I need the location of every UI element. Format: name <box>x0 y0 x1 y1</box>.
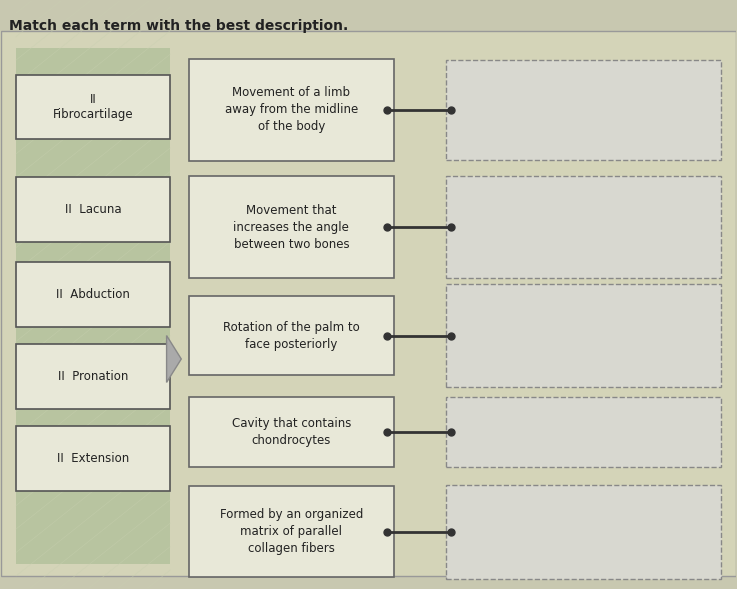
FancyBboxPatch shape <box>446 485 721 579</box>
FancyBboxPatch shape <box>189 176 394 279</box>
Polygon shape <box>167 336 181 382</box>
Text: II  Pronation: II Pronation <box>58 370 128 383</box>
Text: II  Abduction: II Abduction <box>56 288 130 301</box>
FancyBboxPatch shape <box>16 75 170 139</box>
Text: Movement that
increases the angle
between two bones: Movement that increases the angle betwee… <box>234 204 349 250</box>
FancyBboxPatch shape <box>446 397 721 468</box>
Text: Formed by an organized
matrix of parallel
collagen fibers: Formed by an organized matrix of paralle… <box>220 508 363 555</box>
FancyBboxPatch shape <box>446 60 721 160</box>
Text: II  Lacuna: II Lacuna <box>65 203 122 216</box>
FancyBboxPatch shape <box>189 296 394 375</box>
FancyBboxPatch shape <box>446 284 721 387</box>
FancyBboxPatch shape <box>16 262 170 327</box>
FancyBboxPatch shape <box>189 58 394 161</box>
Text: Cavity that contains
chondrocytes: Cavity that contains chondrocytes <box>231 417 351 447</box>
FancyBboxPatch shape <box>16 177 170 241</box>
Text: Match each term with the best description.: Match each term with the best descriptio… <box>9 19 348 33</box>
FancyBboxPatch shape <box>446 176 721 279</box>
FancyBboxPatch shape <box>189 397 394 468</box>
FancyBboxPatch shape <box>1 31 736 576</box>
Text: Movement of a limb
away from the midline
of the body: Movement of a limb away from the midline… <box>225 87 358 133</box>
Text: II
Fibrocartilage: II Fibrocartilage <box>53 93 133 121</box>
Text: II  Extension: II Extension <box>57 452 129 465</box>
FancyBboxPatch shape <box>189 487 394 577</box>
Text: Rotation of the palm to
face posteriorly: Rotation of the palm to face posteriorly <box>223 320 360 350</box>
FancyBboxPatch shape <box>16 48 170 564</box>
FancyBboxPatch shape <box>16 426 170 491</box>
FancyBboxPatch shape <box>16 345 170 409</box>
